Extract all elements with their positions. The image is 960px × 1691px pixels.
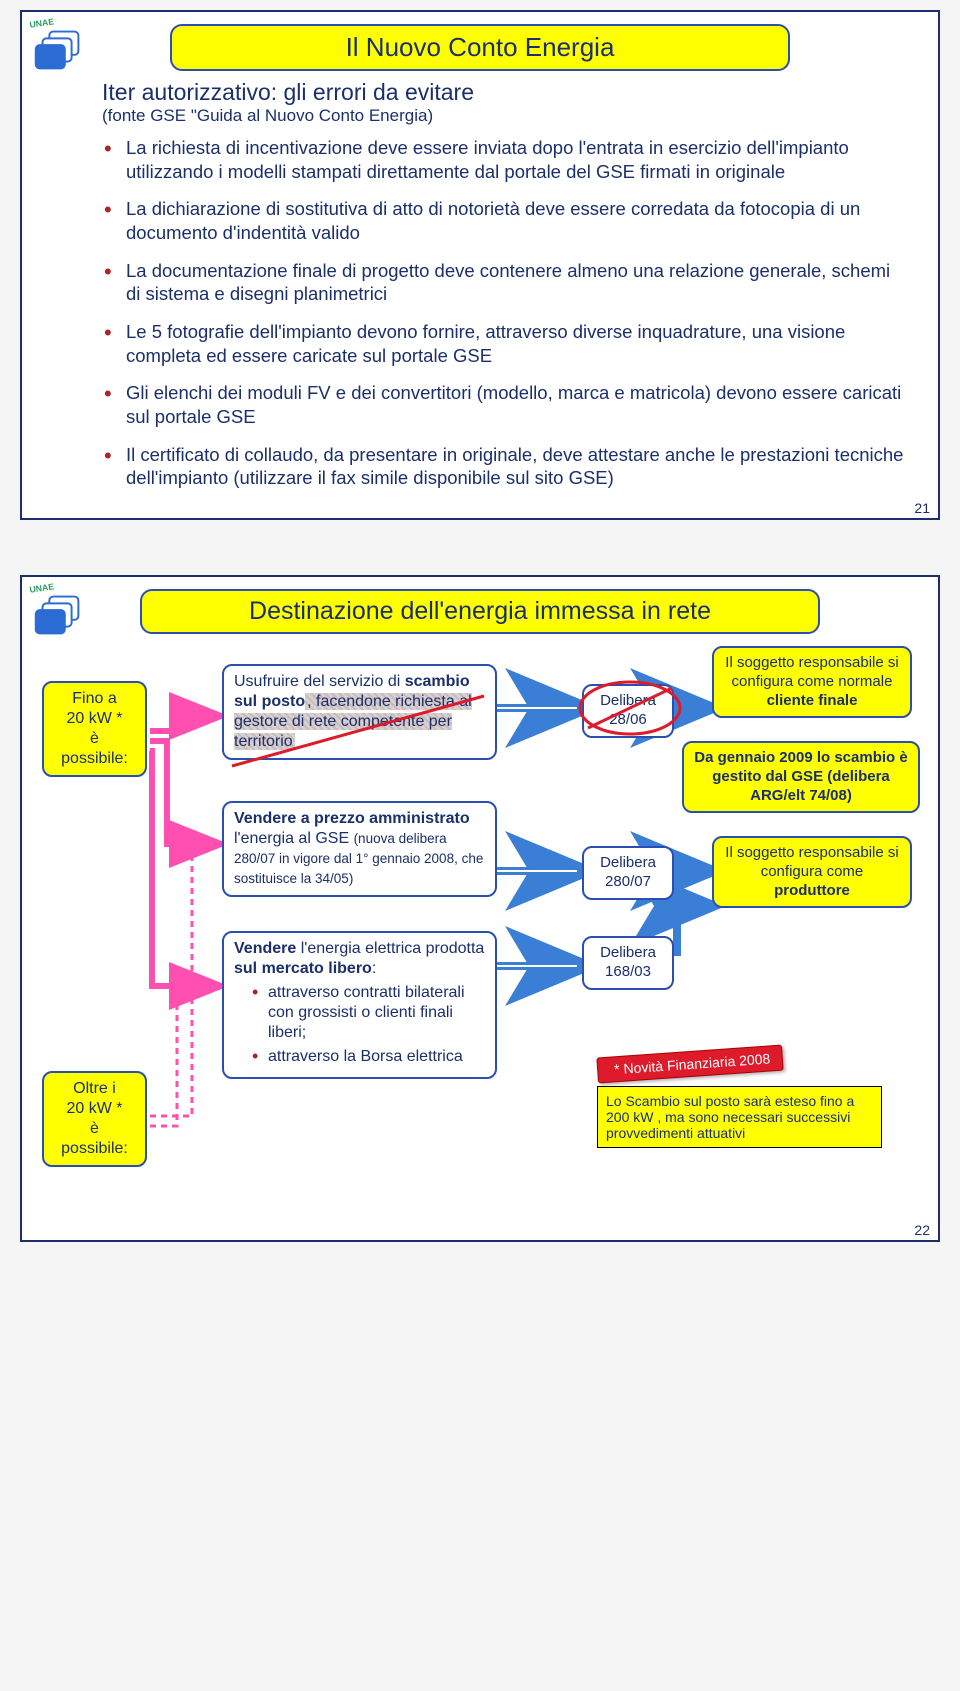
output-cliente-finale: Il soggetto responsabile si configura co…	[712, 646, 912, 718]
text-bold: Vendere	[234, 940, 296, 957]
delibera-280-07: Delibera 280/07	[582, 846, 674, 900]
slide-title: Destinazione dell'energia immessa in ret…	[140, 589, 820, 634]
svg-text:UNAE: UNAE	[29, 18, 55, 30]
option-mercato-libero: Vendere l'energia elettrica prodotta sul…	[222, 931, 497, 1079]
sub-bullet: attraverso la Borsa elettrica	[252, 1047, 485, 1067]
label: possibile:	[61, 750, 128, 767]
bullet-item: Gli elenchi dei moduli FV e dei converti…	[104, 381, 908, 428]
svg-text:UNAE: UNAE	[29, 583, 55, 595]
label: è	[90, 1120, 99, 1137]
text: Usufruire del servizio di	[234, 673, 405, 690]
option-prezzo-amministrato: Vendere a prezzo amministrato l'energia …	[222, 801, 497, 897]
text-bold: cliente finale	[767, 692, 858, 709]
banner-gse-2009: Da gennaio 2009 lo scambio è gestito dal…	[682, 741, 920, 813]
page-number: 22	[914, 1222, 930, 1238]
sub-bullet: attraverso contratti bilaterali con gros…	[252, 983, 485, 1043]
slide-source: (fonte GSE "Guida al Nuovo Conto Energia…	[102, 106, 918, 126]
footnote-scambio-200kw: Lo Scambio sul posto sarà esteso fino a …	[597, 1086, 882, 1148]
bullet-item: La dichiarazione di sostitutiva di atto …	[104, 197, 908, 244]
unae-logo: UNAE	[28, 18, 90, 80]
text-bold: produttore	[774, 882, 850, 899]
label: è	[90, 730, 99, 747]
text: Il soggetto responsabile si configura co…	[725, 654, 898, 690]
label: possibile:	[61, 1140, 128, 1157]
bullet-item: Le 5 fotografie dell'impianto devono for…	[104, 320, 908, 367]
text: Il soggetto responsabile si configura co…	[725, 844, 898, 880]
text: l'energia elettrica prodotta	[296, 940, 484, 957]
label: Delibera 28/06	[600, 692, 656, 728]
delibera-168-03: Delibera 168/03	[582, 936, 674, 990]
bullet-item: La richiesta di incentivazione deve esse…	[104, 136, 908, 183]
text-bold: Vendere a prezzo amministrato	[234, 810, 470, 827]
bullet-list: La richiesta di incentivazione deve esse…	[42, 136, 918, 490]
slide-subtitle: Iter autorizzativo: gli errori da evitar…	[102, 79, 918, 106]
output-produttore: Il soggetto responsabile si configura co…	[712, 836, 912, 908]
label: Oltre i	[73, 1080, 116, 1097]
label: 20 kW *	[66, 1100, 122, 1117]
option-scambio-posto: Usufruire del servizio di scambio sul po…	[222, 664, 497, 760]
label: 20 kW *	[66, 710, 122, 727]
text: l'energia al GSE	[234, 830, 354, 847]
slide-title: Il Nuovo Conto Energia	[170, 24, 790, 71]
delibera-28-06: Delibera 28/06	[582, 684, 674, 738]
input-over-20kw: Oltre i 20 kW * è possibile:	[42, 1071, 147, 1167]
slide-21: UNAE Il Nuovo Conto Energia Iter autoriz…	[20, 10, 940, 520]
unae-logo: UNAE	[28, 583, 90, 645]
bullet-item: Il certificato di collaudo, da presentar…	[104, 443, 908, 490]
label: Fino a	[72, 690, 116, 707]
sub-bullet-list: attraverso contratti bilaterali con gros…	[234, 983, 485, 1067]
text-bold: sul mercato libero	[234, 960, 372, 977]
page-number: 21	[914, 500, 930, 516]
slide-22: UNAE Destinazione dell'energia immessa i…	[20, 575, 940, 1242]
input-upto-20kw: Fino a 20 kW * è possibile:	[42, 681, 147, 777]
bullet-item: La documentazione finale di progetto dev…	[104, 259, 908, 306]
flowchart: Fino a 20 kW * è possibile: Oltre i 20 k…	[42, 646, 918, 1236]
